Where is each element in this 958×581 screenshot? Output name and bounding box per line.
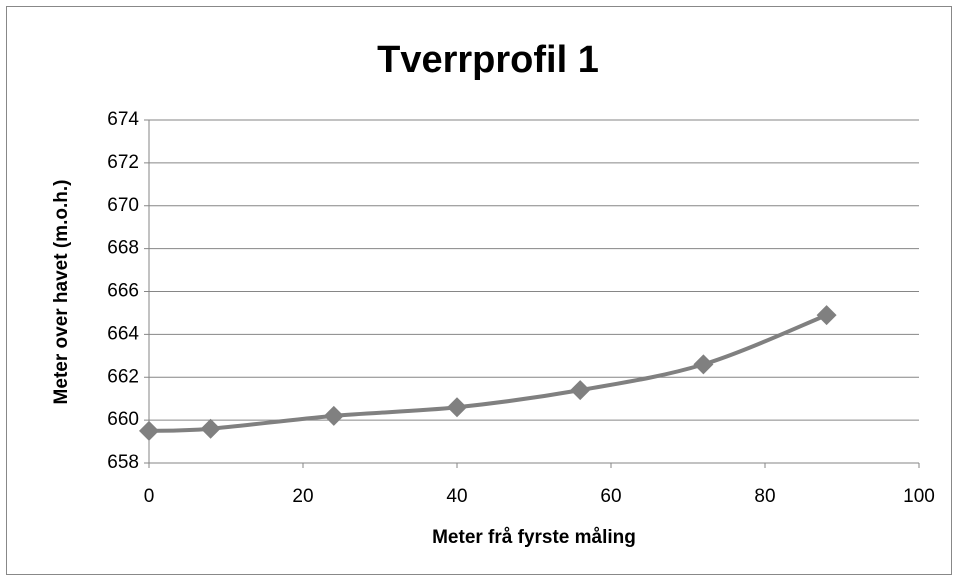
x-tick-label: 80 [754, 486, 775, 507]
y-tick-label: 658 [107, 452, 139, 473]
data-point [139, 420, 159, 441]
y-tick-label: 668 [107, 238, 139, 259]
y-tick-label: 664 [107, 323, 139, 344]
y-axis-label: Meter over havet (m.o.h.) [51, 180, 72, 405]
data-point [816, 305, 837, 326]
x-tick-label: 40 [446, 486, 467, 507]
chart-border [6, 6, 952, 575]
data-point [693, 354, 714, 375]
chart-title: Tverrprofil 1 [377, 39, 599, 81]
data-point [447, 397, 467, 418]
y-tick-label: 666 [107, 281, 139, 302]
y-tick-label: 672 [107, 152, 139, 173]
y-tick-label: 660 [107, 409, 139, 430]
y-tick-label: 670 [107, 195, 139, 216]
y-tick-label: 662 [107, 366, 139, 387]
x-tick-label: 100 [903, 486, 935, 507]
x-tick-label: 0 [144, 486, 155, 507]
x-axis-label: Meter frå fyrste måling [432, 527, 636, 548]
data-point [200, 418, 221, 439]
x-tick-label: 60 [600, 486, 621, 507]
y-tick-label: 674 [107, 109, 139, 130]
data-point [570, 380, 591, 401]
x-tick-label: 20 [292, 486, 313, 507]
data-point [323, 405, 344, 426]
